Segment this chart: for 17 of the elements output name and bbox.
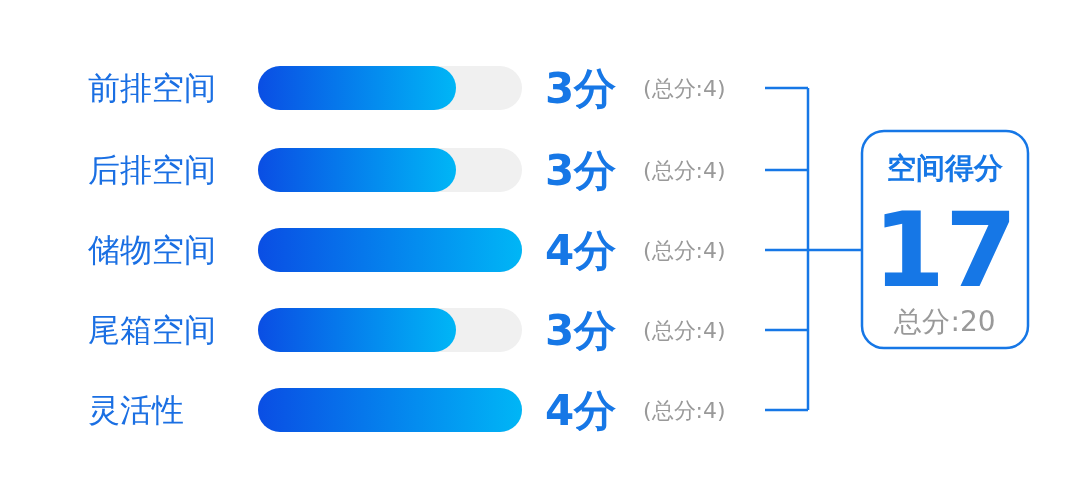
text: 空间得分: [887, 151, 1004, 185]
y-tick-label: 前排空间: [88, 69, 216, 107]
y-tick-label: 后排空间: [88, 151, 216, 189]
data-label: 3分: [545, 306, 617, 355]
text: (总分:4): [643, 318, 726, 343]
data-label: 4分: [545, 226, 617, 275]
y-tick-label: 灵活性: [88, 391, 184, 429]
y-tick-label: 储物空间: [88, 231, 216, 269]
data-label: 3分: [545, 146, 617, 195]
text: (总分:4): [643, 76, 726, 101]
text: (总分:4): [643, 158, 726, 183]
text: 总分:20: [893, 305, 996, 338]
data-label: 4分: [545, 386, 617, 435]
text: (总分:4): [643, 398, 726, 423]
y-tick-label: 尾箱空间: [88, 311, 216, 349]
text: (总分:4): [643, 238, 726, 263]
data-label: 3分: [545, 64, 617, 113]
